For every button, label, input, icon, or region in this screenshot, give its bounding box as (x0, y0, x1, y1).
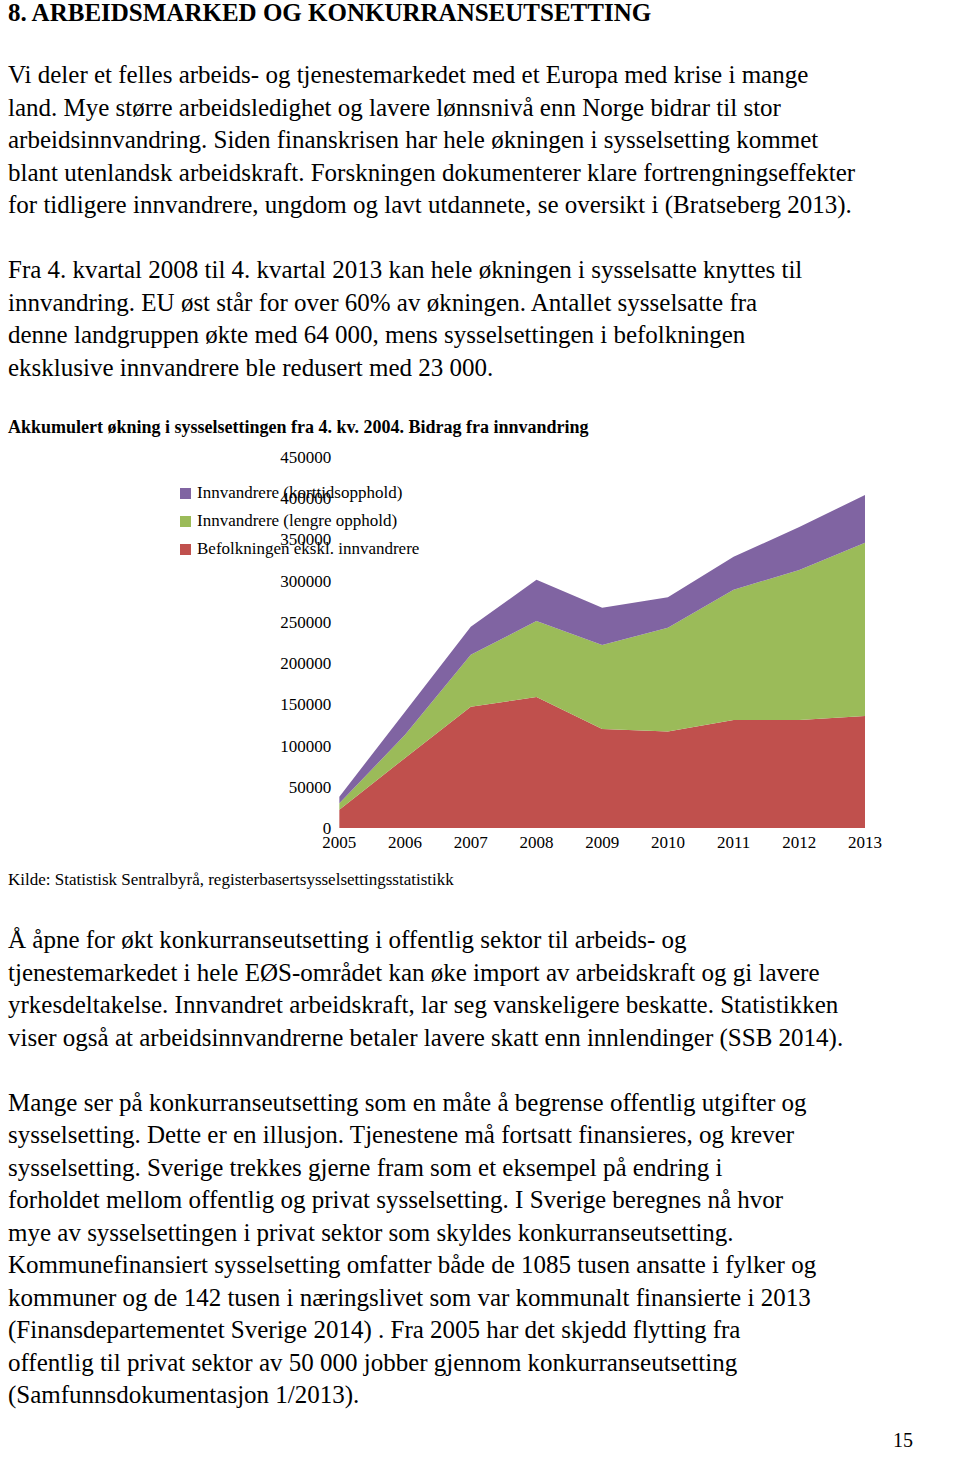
svg-text:2007: 2007 (454, 833, 489, 852)
svg-text:0: 0 (323, 819, 332, 838)
svg-text:250000: 250000 (280, 613, 331, 632)
svg-text:450000: 450000 (280, 448, 331, 467)
svg-text:200000: 200000 (280, 654, 331, 673)
svg-text:2008: 2008 (519, 833, 553, 852)
svg-text:100000: 100000 (280, 737, 331, 756)
svg-text:2011: 2011 (717, 833, 750, 852)
svg-text:2006: 2006 (388, 833, 422, 852)
svg-text:2009: 2009 (585, 833, 619, 852)
svg-text:350000: 350000 (280, 530, 331, 549)
svg-text:2012: 2012 (782, 833, 816, 852)
svg-text:150000: 150000 (280, 695, 331, 714)
svg-text:300000: 300000 (280, 572, 331, 591)
svg-text:50000: 50000 (289, 778, 332, 797)
svg-text:2010: 2010 (651, 833, 685, 852)
svg-text:2013: 2013 (848, 833, 882, 852)
svg-text:400000: 400000 (280, 489, 331, 508)
